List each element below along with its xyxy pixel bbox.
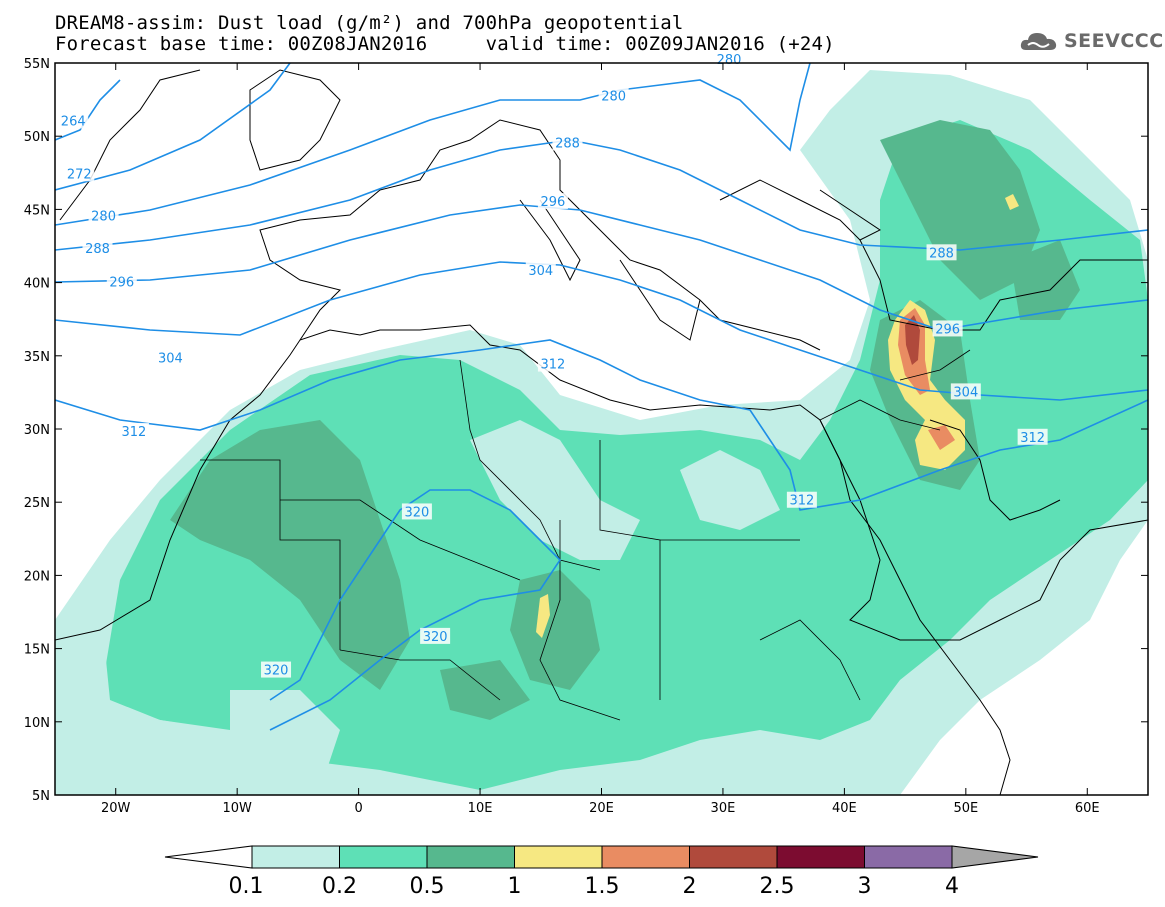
dust-level-05: [170, 420, 410, 690]
colorbar-label: 0.1: [228, 874, 264, 899]
lat-label: 50N: [24, 130, 50, 145]
lat-label: 55N: [24, 57, 50, 72]
svg-text:304: 304: [528, 264, 553, 279]
map-title: DREAM8-assim: Dust load (g/m²) and 700hP…: [55, 12, 684, 34]
svg-text:280: 280: [91, 210, 116, 225]
svg-text:288: 288: [85, 242, 110, 257]
lat-label: 45N: [24, 203, 50, 218]
svg-text:312: 312: [541, 358, 566, 373]
lon-label: 30E: [711, 801, 736, 816]
colorbar-label: 2: [682, 874, 697, 899]
svg-text:288: 288: [555, 137, 580, 152]
svg-text:288: 288: [929, 246, 954, 261]
lon-label: 20E: [589, 801, 614, 816]
svg-text:280: 280: [717, 53, 742, 68]
contour-320: [269, 489, 562, 731]
svg-text:296: 296: [109, 276, 134, 291]
colorbar-right-arrow: [951, 845, 1039, 869]
lon-label: 40E: [832, 801, 857, 816]
colorbar-label: 2.5: [759, 874, 795, 899]
lat-label: 10N: [24, 716, 50, 731]
contour-272: [55, 63, 291, 191]
contour-296: [55, 204, 1148, 331]
colorbar-label: 0.5: [409, 874, 445, 899]
svg-text:264: 264: [61, 115, 86, 130]
seevccc-logo: SEEVCCC: [1064, 30, 1164, 52]
svg-text:320: 320: [404, 505, 429, 520]
contour-label: 296: [537, 193, 568, 210]
svg-text:320: 320: [264, 664, 289, 679]
lon-label: 20W: [101, 801, 131, 816]
svg-text:272: 272: [67, 167, 92, 182]
contour-label: 296: [106, 273, 137, 291]
lon-label: 0: [354, 801, 362, 816]
contour-304: [55, 261, 1148, 401]
colorbar-swatch: [514, 845, 603, 869]
contour-280: [55, 63, 811, 226]
contour-label: 312: [537, 355, 568, 373]
lat-label: 5N: [32, 789, 50, 804]
contour-label: 272: [64, 165, 95, 182]
lon-label: 60E: [1075, 801, 1100, 816]
svg-text:296: 296: [541, 195, 566, 210]
svg-text:320: 320: [423, 630, 448, 645]
cloud-logo-icon: [1020, 33, 1057, 50]
contour-label: 288: [926, 244, 957, 261]
svg-text:296: 296: [935, 322, 960, 337]
lat-label: 15N: [24, 643, 50, 658]
contour-label: 320: [401, 503, 432, 520]
contour-label: 280: [598, 87, 629, 105]
colorbar-swatch: [339, 845, 428, 869]
svg-text:312: 312: [789, 494, 814, 509]
lat-label: 30N: [24, 423, 50, 438]
lon-label: 10W: [222, 801, 252, 816]
lat-label: 20N: [24, 569, 50, 584]
contour-label: 320: [420, 627, 451, 645]
colorbar-swatch: [426, 845, 515, 869]
svg-text:312: 312: [122, 425, 147, 440]
svg-text:280: 280: [601, 90, 626, 105]
contour-label: 280: [88, 207, 119, 225]
lon-label: 50E: [953, 801, 978, 816]
svg-text:304: 304: [953, 385, 978, 400]
coastline: [55, 324, 1148, 641]
colorbar-label: 0.2: [322, 874, 357, 899]
contour-label: 312: [118, 422, 149, 440]
colorbar-swatch: [689, 845, 778, 869]
colorbar-label: 1.5: [584, 874, 620, 899]
contour-label: 320: [261, 661, 292, 679]
colorbar: [164, 845, 1039, 869]
contour-label: 296: [932, 320, 963, 337]
colorbar-left-arrow: [164, 845, 253, 869]
lat-label: 35N: [24, 350, 50, 365]
colorbar-label: 4: [945, 874, 959, 899]
contour-label: 312: [1017, 428, 1048, 446]
colorbar-swatch: [251, 845, 340, 869]
contour-label: 288: [552, 134, 583, 152]
contour-312: [55, 339, 1148, 511]
colorbar-label: 3: [857, 874, 872, 899]
lon-label: 10E: [468, 801, 493, 816]
lat-label: 25N: [24, 496, 50, 511]
colorbar-swatch: [601, 845, 690, 869]
contour-label: 288: [82, 239, 113, 257]
svg-text:312: 312: [1020, 431, 1045, 446]
colorbar-swatch: [776, 845, 865, 869]
contour-264: [55, 79, 121, 141]
contour-label: 312: [786, 491, 817, 509]
contour-label: 264: [58, 112, 89, 130]
lat-label: 40N: [24, 277, 50, 292]
map-subtitle: Forecast base time: 00Z08JAN2016 valid t…: [55, 33, 835, 55]
dust-level-2: [905, 315, 920, 365]
contour-label: 304: [950, 383, 981, 400]
svg-text:304: 304: [158, 352, 183, 367]
colorbar-label: 1: [507, 874, 522, 899]
contour-label: 304: [525, 261, 556, 279]
contour-label: 304: [155, 349, 186, 367]
contour-label: 280: [714, 51, 745, 68]
colorbar-swatch: [864, 845, 953, 869]
